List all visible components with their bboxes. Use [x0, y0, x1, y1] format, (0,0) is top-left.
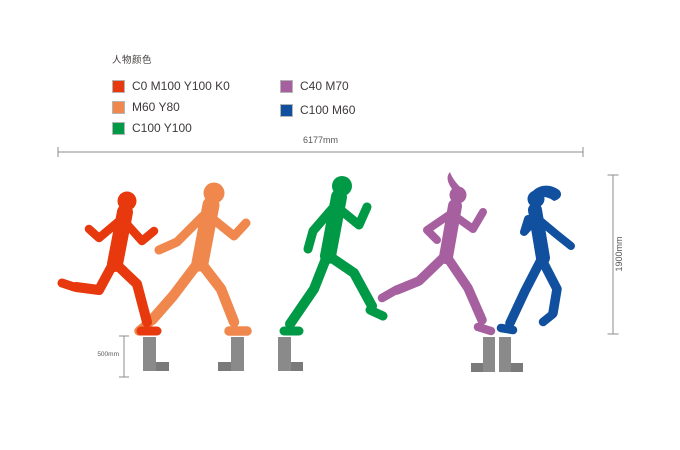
- runner-orange: [134, 182, 252, 336]
- pedestal: [278, 337, 303, 371]
- runner-front-leg: [324, 251, 377, 311]
- legend-item-blue: C100 M60: [280, 103, 355, 117]
- legend-item-label: C0 M100 Y100 K0: [132, 79, 230, 93]
- legend-item-green: C100 Y100: [112, 121, 192, 135]
- runner-back-arm: [154, 211, 208, 255]
- runner-front-foot: [365, 305, 388, 321]
- height-dimension-line: [607, 174, 619, 335]
- runner-back-leg: [71, 259, 118, 295]
- runner-back-leg: [392, 252, 449, 295]
- runner-blue: [496, 185, 575, 335]
- color-swatch-purple: [280, 79, 293, 93]
- legend-item-label: C40 M70: [300, 79, 349, 93]
- legend-title: 人物颜色: [112, 55, 153, 66]
- runner-back-foot: [538, 309, 558, 327]
- color-swatch-blue: [280, 103, 293, 117]
- runner-green: [279, 176, 388, 336]
- pedestals: [143, 337, 523, 372]
- legend-item-label: C100 M60: [300, 103, 356, 117]
- runner-front-arm: [520, 214, 541, 236]
- runner-purple: [377, 172, 496, 336]
- color-swatch-red: [112, 79, 125, 93]
- runner-hair: [533, 185, 562, 201]
- pedestal-dimension-label: 500mm: [97, 351, 119, 358]
- runner-front-leg: [442, 252, 487, 325]
- legend-item-red: C0 M100 Y100 K0: [112, 79, 230, 93]
- runner-back-arm: [84, 217, 123, 243]
- runner-ponytail: [447, 172, 461, 189]
- runner-front-arm: [203, 210, 251, 241]
- pedestal: [471, 337, 495, 372]
- runner-red: [57, 191, 162, 336]
- legend-item-label: M60 Y80: [132, 100, 180, 114]
- runner-front-arm: [332, 202, 372, 230]
- legend-item-label: C100 Y100: [132, 121, 192, 135]
- runner-back-arm: [534, 215, 575, 250]
- dimension-lines: [57, 147, 619, 378]
- legend-item-purple: C40 M70: [280, 79, 349, 93]
- runner-front-leg: [505, 253, 547, 328]
- runner-front-foot: [496, 323, 518, 335]
- pedestal: [499, 337, 523, 372]
- pedestal: [218, 337, 244, 371]
- width-dimension-line: [57, 147, 584, 157]
- pedestal: [143, 337, 169, 371]
- legend-item-orange: M60 Y80: [112, 100, 180, 114]
- runner-front-arm: [448, 208, 487, 233]
- runner-back-arm: [423, 211, 453, 244]
- runner-front-foot: [473, 322, 496, 336]
- pedestal-dimension-line: [119, 335, 129, 378]
- color-swatch-green: [112, 121, 125, 135]
- runner-front-leg: [195, 257, 240, 328]
- width-dimension-label: 6177mm: [302, 135, 338, 145]
- runner-back-leg: [285, 251, 332, 329]
- runner-back-foot: [377, 285, 401, 303]
- runner-back-foot: [57, 278, 79, 292]
- color-swatch-orange: [112, 100, 125, 114]
- runner-back-arm: [303, 204, 337, 254]
- runner-back-leg: [146, 257, 204, 326]
- runner-front-arm: [119, 216, 159, 246]
- runner-back-leg: [536, 253, 562, 318]
- runner-front-leg: [111, 259, 152, 327]
